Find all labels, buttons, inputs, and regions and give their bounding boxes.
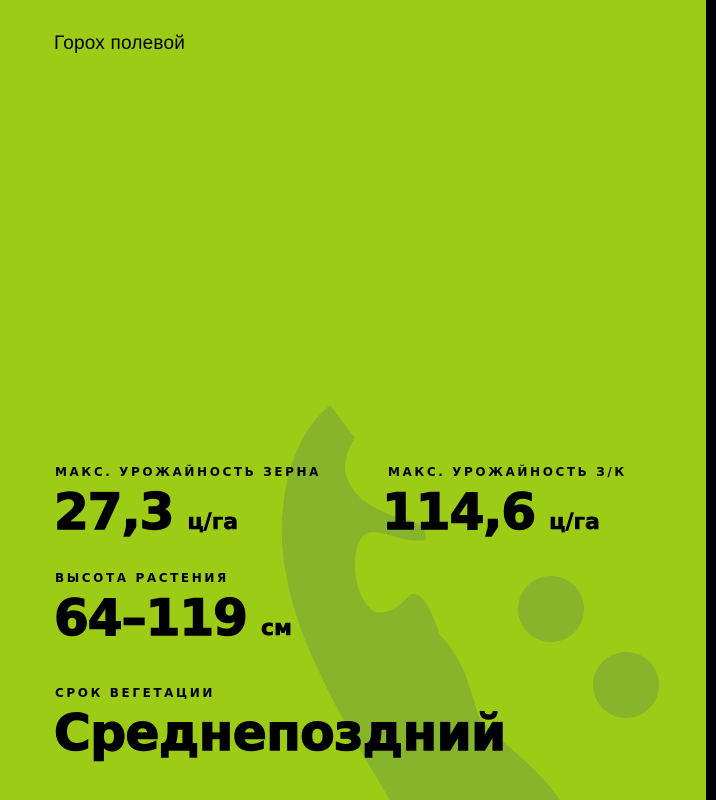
green-mass-yield-number: 114,6 — [381, 482, 537, 542]
plant-height-number: 64–119 — [53, 588, 248, 648]
plant-height-unit: см — [260, 616, 293, 642]
vegetation-value: Среднепоздний — [53, 703, 507, 763]
grain-yield-unit: ц/га — [187, 510, 239, 536]
green-mass-yield-label: МАКС. УРОЖАЙНОСТЬ З/К — [388, 465, 627, 479]
grain-yield-number: 27,3 — [53, 482, 175, 542]
plant-height-label: ВЫСОТА РАСТЕНИЯ — [55, 571, 229, 585]
grain-yield-label: МАКС. УРОЖАЙНОСТЬ ЗЕРНА — [55, 465, 322, 479]
green-mass-yield-unit: ц/га — [549, 510, 600, 536]
vegetation-label: СРОК ВЕГЕТАЦИИ — [55, 686, 216, 700]
green-mass-yield-value: 114,6 ц/га — [381, 482, 600, 542]
right-edge-bar — [706, 0, 716, 800]
page-title: Горох полевой — [54, 33, 186, 54]
grain-yield-value: 27,3 ц/га — [53, 482, 239, 542]
plant-height-value: 64–119 см — [53, 588, 293, 648]
